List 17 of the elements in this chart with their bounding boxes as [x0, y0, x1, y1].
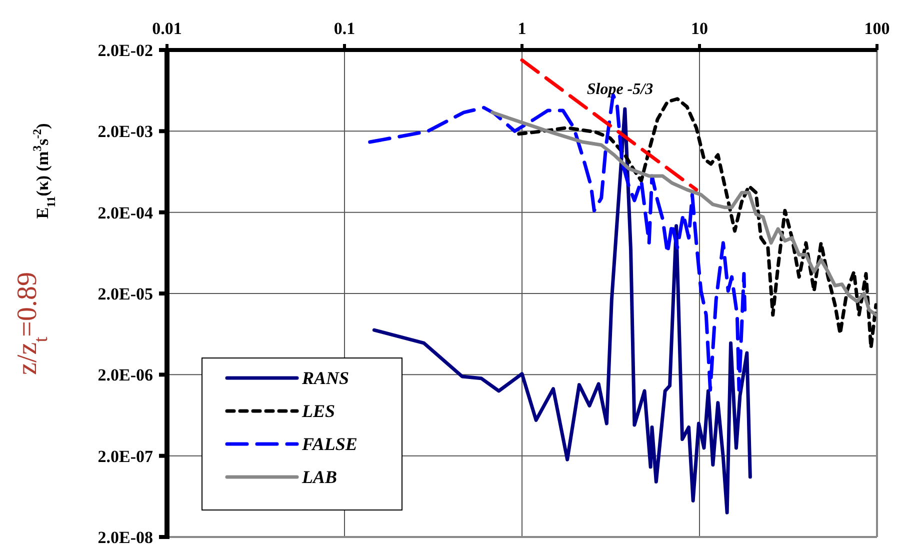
legend-label: LES: [301, 401, 336, 421]
y-tick-label: 2.0E-04: [98, 203, 154, 222]
y-tick-label: 2.0E-06: [98, 366, 153, 385]
y-tick-label: 2.0E-03: [98, 122, 153, 142]
x-tick-label: 0.1: [334, 19, 356, 38]
legend-label: LAB: [301, 467, 338, 487]
legend-label: FALSE: [301, 434, 358, 454]
legend-label: RANS: [301, 368, 350, 388]
y-tick-label: 2.0E-05: [98, 284, 153, 304]
y-tick-label: 2.0E-07: [98, 446, 154, 466]
x-tick-label: 10: [691, 19, 708, 38]
x-tick-label: 0.01: [152, 19, 182, 38]
y-tick-label: 2.0E-08: [98, 528, 153, 546]
y-tick-label: 2.0E-02: [98, 41, 153, 60]
x-tick-label: 1: [518, 19, 526, 38]
annotation: Slope -5/3: [586, 81, 654, 98]
x-tick-label: 100: [864, 19, 890, 38]
